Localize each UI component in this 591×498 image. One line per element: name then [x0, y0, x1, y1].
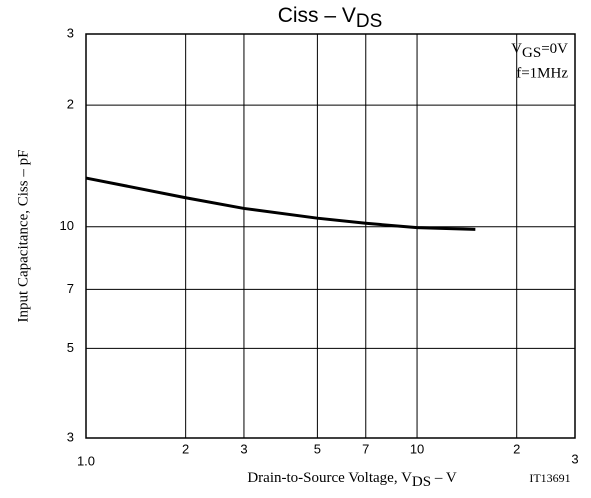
line-series — [85, 176, 476, 231]
annotation-rest: =0V — [541, 41, 568, 57]
x-tick-label: 1.0 — [77, 453, 95, 468]
y-tick-label: 2 — [67, 97, 74, 112]
x-tick-label: 10 — [410, 441, 424, 456]
x-label-tail: – V — [431, 470, 457, 486]
y-tick-label: 7 — [67, 281, 74, 296]
x-tick-label: 3 — [240, 441, 247, 456]
y-tick-label: 3 — [67, 429, 74, 444]
title-sub: DS — [356, 11, 382, 32]
y-tick-label: 5 — [67, 340, 74, 355]
x-axis-label: Drain-to-Source Voltage, VDS – V — [247, 470, 456, 490]
x-tick-label: 5 — [314, 441, 321, 456]
annotation-vgs: VGS=0V — [511, 41, 568, 61]
x-tick-label: 2 — [513, 441, 520, 456]
y-tick-label: 10 — [60, 218, 74, 233]
annotation-sub: GS — [522, 45, 541, 61]
annotation-freq: f=1MHz — [516, 65, 568, 81]
y-tick-label: 3 — [67, 25, 74, 40]
chart-title: Ciss – VDS — [278, 4, 383, 32]
x-tick-label: 2 — [182, 441, 189, 456]
x-label-main: Drain-to-Source Voltage, V — [247, 470, 412, 486]
figure-code: IT13691 — [529, 471, 570, 485]
y-axis-label: Input Capacitance, Ciss – pF — [15, 150, 31, 323]
x-label-sub: DS — [412, 474, 431, 490]
title-main: Ciss – V — [278, 4, 356, 27]
x-tick-label: 7 — [362, 441, 369, 456]
x-tick-label: 3 — [571, 451, 578, 466]
plot-frame — [85, 33, 576, 439]
